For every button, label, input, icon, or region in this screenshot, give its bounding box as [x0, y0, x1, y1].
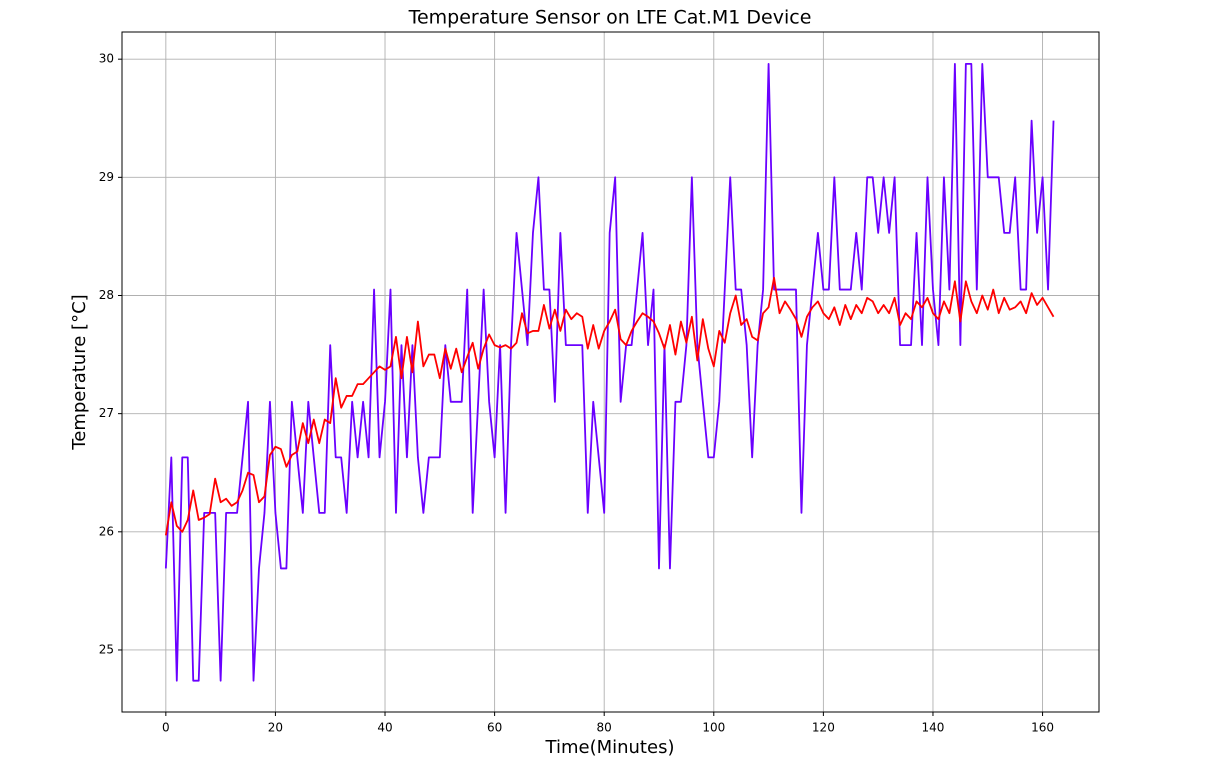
x-tick-label: 160	[1031, 721, 1054, 735]
plot-frame	[121, 31, 1100, 713]
y-tick-label: 28	[99, 288, 114, 302]
y-tick-label: 27	[99, 406, 114, 420]
x-tick-label: 60	[487, 721, 502, 735]
x-tick-label: 20	[268, 721, 283, 735]
x-axis-label: Time(Minutes)	[545, 737, 675, 758]
data-line	[164, 276, 1055, 536]
x-tick-label: 120	[812, 721, 835, 735]
x-tick-label: 100	[702, 721, 725, 735]
chart-title: Temperature Sensor on LTE Cat.M1 Device	[408, 7, 812, 29]
x-tick-label: 40	[377, 721, 392, 735]
x-tick-label: 80	[597, 721, 612, 735]
x-tick-label: 0	[162, 721, 170, 735]
x-tick-label: 140	[922, 721, 945, 735]
data-line	[164, 63, 1055, 682]
y-tick-label: 29	[99, 170, 114, 184]
y-tick-label: 30	[99, 52, 114, 66]
y-axis-label: Temperature [°C]	[69, 294, 90, 450]
y-tick-label: 25	[99, 642, 114, 656]
y-tick-label: 26	[99, 524, 114, 538]
